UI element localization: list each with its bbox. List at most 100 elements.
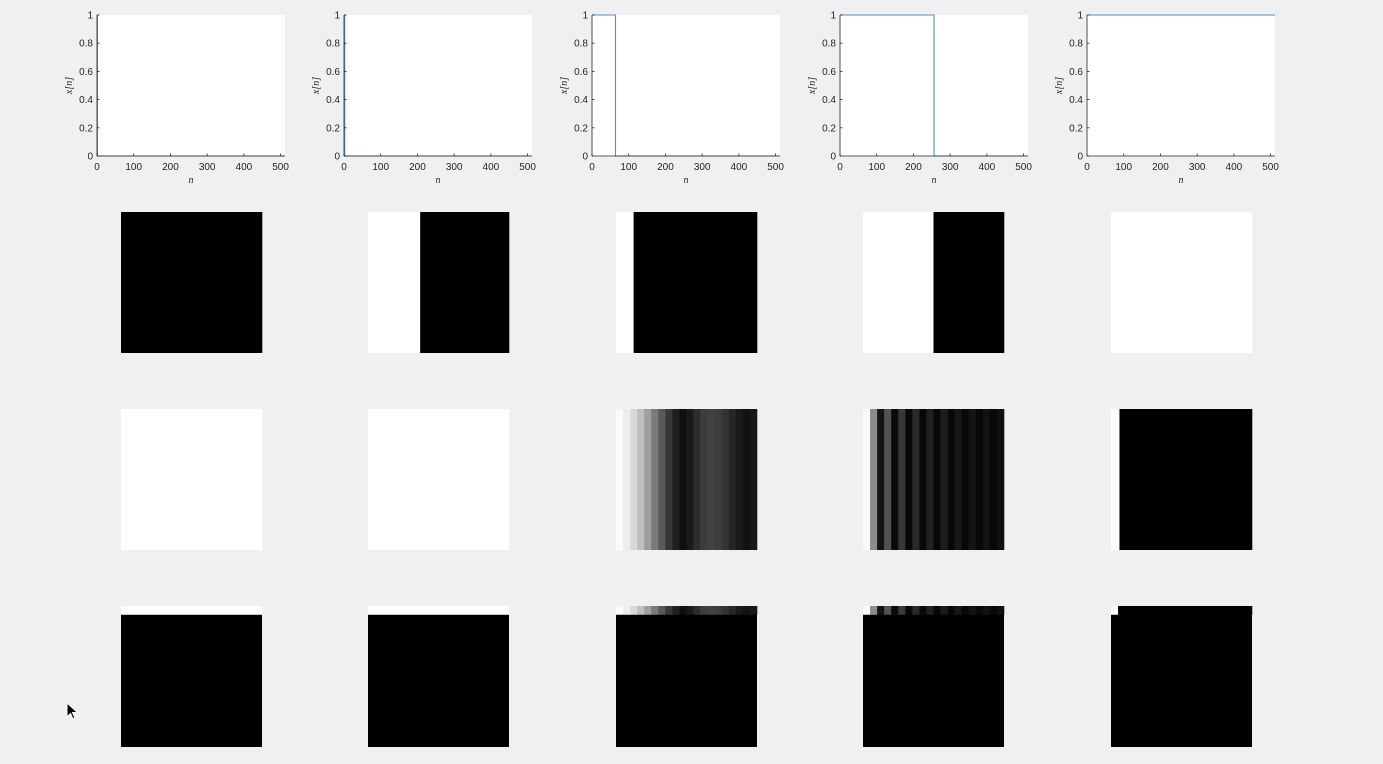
y-tick-label: 0.4: [79, 95, 93, 106]
image-top-cell: [1209, 606, 1218, 615]
image-column: [707, 409, 715, 550]
image-band: [121, 409, 263, 550]
y-tick-label: 1: [87, 11, 93, 22]
image-column: [954, 409, 962, 550]
image-band: [121, 212, 263, 353]
line-plot-1: 0 100 200 300 400 500 0 0.2 0.4 0.6 0.8 1 n x[n]: [64, 11, 289, 187]
image-top-cell: [891, 606, 899, 615]
image-top-cell: [912, 606, 920, 615]
image-top-cell: [1174, 606, 1182, 615]
image-panel-r3-c5: [1111, 409, 1253, 550]
image-top-cell: [714, 606, 723, 615]
image-top-cell: [616, 606, 624, 615]
image-panel-r4-c2: [368, 606, 510, 747]
image-body: [863, 614, 1004, 747]
image-body: [368, 614, 509, 747]
image-panel-r2-c1: [121, 212, 263, 353]
image-top-cell: [1195, 606, 1203, 615]
plot-area: [97, 15, 285, 156]
image-panel-r3-c4: [863, 409, 1005, 550]
y-tick-label: 0.8: [822, 39, 836, 50]
plot-area: [592, 15, 780, 156]
image-column: [912, 409, 920, 550]
y-tick-label: 0.8: [574, 39, 588, 50]
image-top-cell: [947, 606, 955, 615]
plot-area: [1087, 15, 1275, 156]
image-column: [651, 409, 659, 550]
image-panel-r3-c3: [616, 409, 758, 550]
x-tick-label: 400: [1226, 162, 1243, 173]
image-column: [616, 409, 624, 550]
line-plot-4: 0 100 200 300 400 500 0 0.2 0.4 0.6 0.8 1 n x[n]: [807, 11, 1032, 187]
y-axis-label: x[n]: [559, 77, 570, 95]
y-tick-label: 1: [582, 11, 588, 22]
line-plot-3: 0 100 200 300 400 500 0 0.2 0.4 0.6 0.8 1 n x[n]: [559, 11, 784, 187]
x-tick-label: 200: [162, 162, 179, 173]
image-band: [420, 212, 510, 353]
image-column: [686, 409, 694, 550]
x-tick-label: 100: [372, 162, 389, 173]
image-column: [665, 409, 673, 550]
image-top-cell: [919, 606, 927, 615]
image-top-cell: [863, 606, 871, 615]
mouse-pointer-icon: [66, 702, 79, 720]
x-tick-label: 500: [272, 162, 289, 173]
image-top-cell: [1160, 606, 1168, 615]
image-top-cell: [996, 606, 1005, 615]
image-column: [884, 409, 892, 550]
y-tick-label: 1: [1077, 11, 1083, 22]
image-column: [947, 409, 955, 550]
image-band: [1111, 409, 1120, 550]
image-panel-r4-c4: [863, 606, 1005, 747]
line-plot-5: 0 100 200 300 400 500 0 0.2 0.4 0.6 0.8 1 n x[n]: [1054, 11, 1279, 187]
image-top-cell: [658, 606, 666, 615]
x-tick-label: 100: [620, 162, 637, 173]
image-top-cell: [721, 606, 730, 615]
y-tick-label: 0.4: [822, 95, 836, 106]
image-column: [658, 409, 666, 550]
image-top-cell: [1167, 606, 1175, 615]
image-column: [919, 409, 927, 550]
image-column: [672, 409, 680, 550]
image-top-cell: [1216, 606, 1225, 615]
image-top-cell: [742, 606, 751, 615]
y-tick-label: 0.2: [822, 123, 836, 134]
x-axis-label: n: [189, 175, 194, 186]
image-top-cell: [877, 606, 885, 615]
image-column: [735, 409, 744, 550]
image-column: [749, 409, 758, 550]
x-tick-label: 500: [1262, 162, 1279, 173]
x-tick-label: 300: [446, 162, 463, 173]
x-tick-label: 100: [1115, 162, 1132, 173]
line-plot-2: 0 100 200 300 400 500 0 0.2 0.4 0.6 0.8 1 n x[n]: [311, 11, 536, 187]
y-tick-label: 0: [334, 152, 340, 163]
y-tick-label: 1: [830, 11, 836, 22]
image-top-cell: [898, 606, 906, 615]
x-tick-label: 0: [589, 162, 595, 173]
x-tick-label: 0: [341, 162, 347, 173]
image-top-cell: [1223, 606, 1232, 615]
y-tick-label: 0: [87, 152, 93, 163]
image-band: [368, 409, 510, 550]
image-column: [721, 409, 730, 550]
image-top-cell: [707, 606, 715, 615]
image-panel-r4-c3: [616, 606, 758, 747]
y-tick-label: 0: [582, 152, 588, 163]
image-top-cell: [1132, 606, 1140, 615]
image-top-cell: [686, 606, 694, 615]
image-column: [644, 409, 652, 550]
x-tick-label: 500: [519, 162, 536, 173]
y-axis-label: x[n]: [1054, 77, 1065, 95]
y-tick-label: 0.8: [326, 39, 340, 50]
image-column: [898, 409, 906, 550]
image-panel-r4-c5: [1111, 606, 1253, 747]
image-top-cell: [644, 606, 652, 615]
x-tick-label: 400: [731, 162, 748, 173]
x-tick-label: 100: [868, 162, 885, 173]
y-axis-label: x[n]: [807, 77, 818, 95]
image-column: [714, 409, 723, 550]
image-column: [961, 409, 970, 550]
y-tick-label: 0.4: [326, 95, 340, 106]
image-column: [926, 409, 934, 550]
x-tick-label: 100: [125, 162, 142, 173]
